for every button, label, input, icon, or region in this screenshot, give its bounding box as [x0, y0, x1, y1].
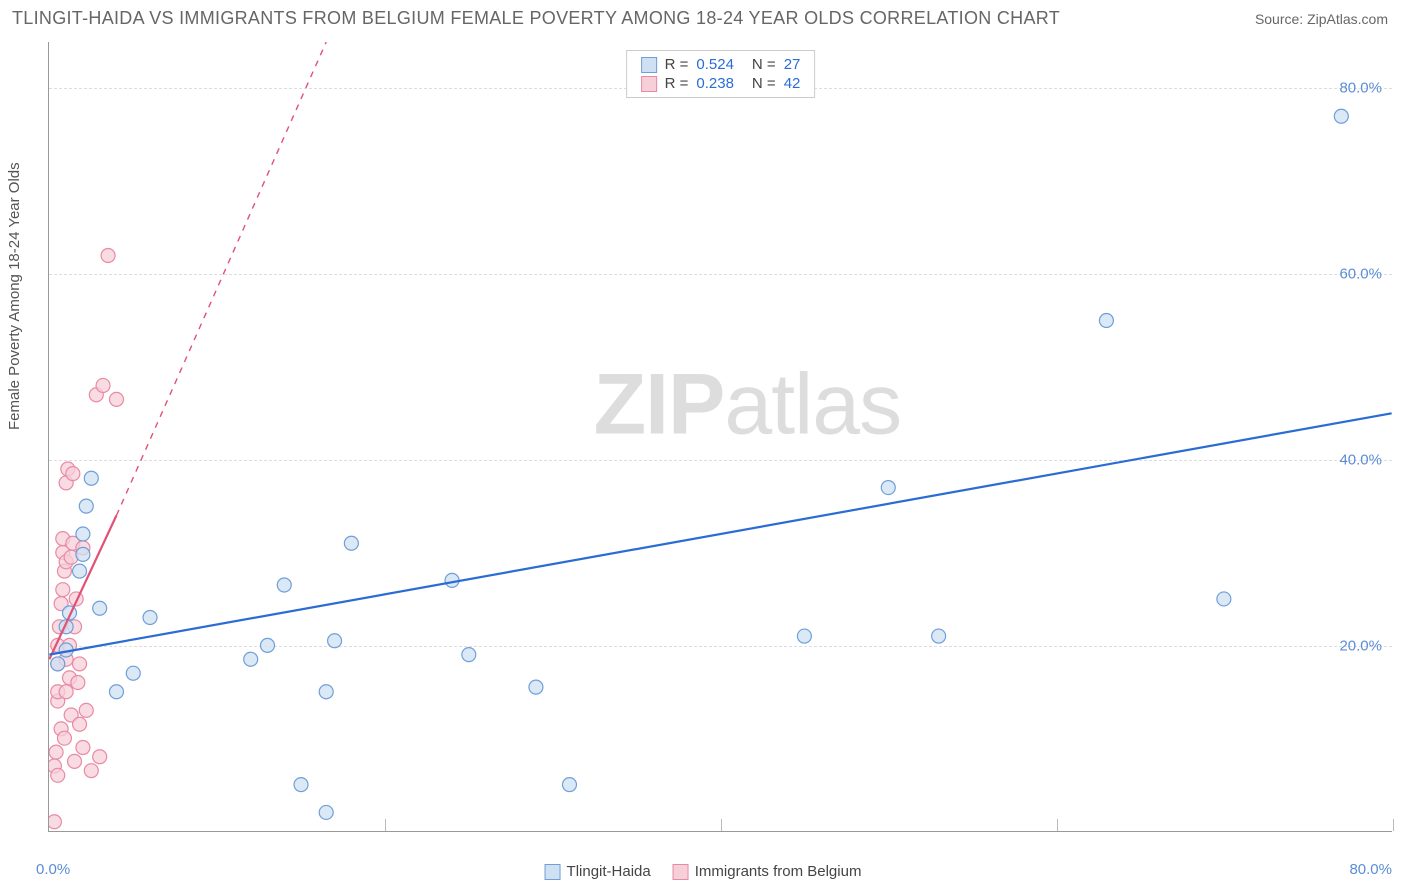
swatch-blue-icon: [545, 864, 561, 880]
chart-area: ZIPatlas R = 0.524 N = 27 R = 0.238 N = …: [48, 42, 1392, 832]
r-value-2: 0.238: [696, 75, 734, 92]
x-tick-max: 80.0%: [1349, 861, 1392, 878]
chart-title: TLINGIT-HAIDA VS IMMIGRANTS FROM BELGIUM…: [12, 8, 1060, 29]
legend-item-1: Tlingit-Haida: [545, 863, 651, 880]
legend-label-2: Immigrants from Belgium: [695, 863, 862, 880]
swatch-blue: [641, 57, 657, 73]
scatter-plot-svg: [49, 42, 1392, 831]
correlation-legend: R = 0.524 N = 27 R = 0.238 N = 42: [626, 50, 816, 98]
swatch-pink: [641, 76, 657, 92]
n-value-2: 42: [784, 75, 801, 92]
legend-row-1: R = 0.524 N = 27: [641, 55, 801, 74]
legend-row-2: R = 0.238 N = 42: [641, 74, 801, 93]
n-value-1: 27: [784, 56, 801, 73]
y-axis-label: Female Poverty Among 18-24 Year Olds: [6, 162, 23, 430]
legend-item-2: Immigrants from Belgium: [673, 863, 862, 880]
source-label: Source: ZipAtlas.com: [1255, 11, 1388, 27]
r-value-1: 0.524: [696, 56, 734, 73]
series-legend: Tlingit-Haida Immigrants from Belgium: [545, 863, 862, 880]
legend-label-1: Tlingit-Haida: [567, 863, 651, 880]
x-tick-min: 0.0%: [36, 861, 70, 878]
swatch-pink-icon: [673, 864, 689, 880]
